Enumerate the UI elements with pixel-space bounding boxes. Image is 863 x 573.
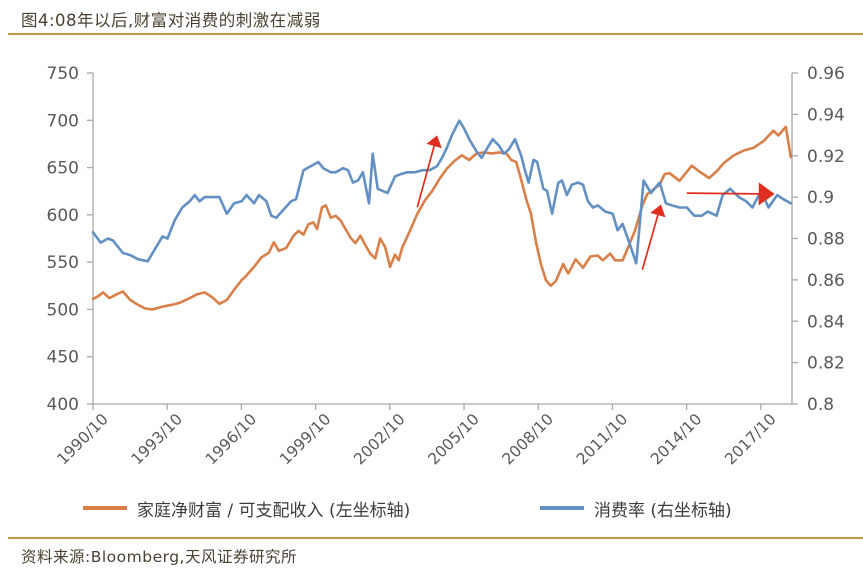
annotation-arrow-shaft [686, 192, 759, 195]
right-axis-tick-label: 0.96 [807, 64, 845, 84]
x-axis-tick-label: 2008/10 [499, 410, 557, 468]
left-axis-tick-label: 550 [47, 253, 79, 273]
x-axis-tick-label: 1999/10 [276, 410, 334, 468]
right-axis-tick-label: 0.84 [807, 312, 845, 332]
legend-swatch-wealth-line [83, 506, 127, 510]
annotation-arrow-shaft [416, 145, 435, 208]
left-axis-tick-label: 400 [47, 395, 79, 415]
x-axis-tick-label: 1996/10 [202, 410, 260, 468]
right-axis-tick-label: 0.92 [807, 147, 845, 167]
legend-swatch-consumption-line [540, 506, 584, 510]
right-axis-tick-label: 0.94 [807, 105, 845, 125]
right-axis-tick-label: 0.82 [807, 354, 845, 374]
wealth-ratio-line-series [91, 125, 793, 311]
right-axis-tick-label: 0.9 [807, 188, 834, 208]
annotation-arrow-head [758, 182, 775, 206]
title-underline-rule [8, 33, 863, 35]
left-axis-tick-label: 450 [47, 348, 79, 368]
x-axis-tick-label: 2005/10 [425, 410, 483, 468]
legend-item-consumption-rate: 消费率 (右坐标轴) [540, 494, 732, 522]
consumption-rate-line-series [91, 119, 793, 265]
source-text: 资料来源:Bloomberg,天风证券研究所 [21, 548, 297, 566]
x-axis-tick-label: 1990/10 [54, 410, 112, 468]
annotation-arrow-head [426, 135, 442, 149]
left-axis-tick-label: 600 [47, 206, 79, 226]
x-axis-tick-label: 2011/10 [573, 410, 631, 468]
legend-label-consumption: 消费率 (右坐标轴) [594, 500, 732, 521]
annotation-arrow-head [650, 204, 666, 218]
annotation-arrow-shaft [641, 214, 659, 270]
x-axis-tick-label: 2014/10 [647, 410, 705, 468]
x-axis-tick-label: 1993/10 [128, 410, 186, 468]
chart-legend: 家庭净财富 / 可支配收入 (左坐标轴) 消费率 (右坐标轴) [0, 494, 863, 524]
x-axis-tick-label: 2002/10 [350, 410, 408, 468]
figure-title: 图4:08年以后,财富对消费的刺激在减弱 [21, 11, 321, 30]
source-divider-rule [8, 537, 863, 539]
right-axis-tick-label: 0.86 [807, 271, 845, 291]
legend-label-wealth: 家庭净财富 / 可支配收入 (左坐标轴) [137, 500, 411, 521]
left-axis-tick-label: 500 [47, 300, 79, 320]
legend-item-household-wealth: 家庭净财富 / 可支配收入 (左坐标轴) [83, 494, 410, 522]
right-axis-tick-label: 0.88 [807, 230, 845, 250]
left-axis-tick-label: 750 [47, 64, 79, 84]
right-axis-tick-label: 0.8 [807, 395, 834, 415]
left-axis-tick-label: 650 [47, 159, 79, 179]
left-axis-tick-label: 700 [47, 111, 79, 131]
x-axis-tick-label: 2017/10 [721, 410, 779, 468]
